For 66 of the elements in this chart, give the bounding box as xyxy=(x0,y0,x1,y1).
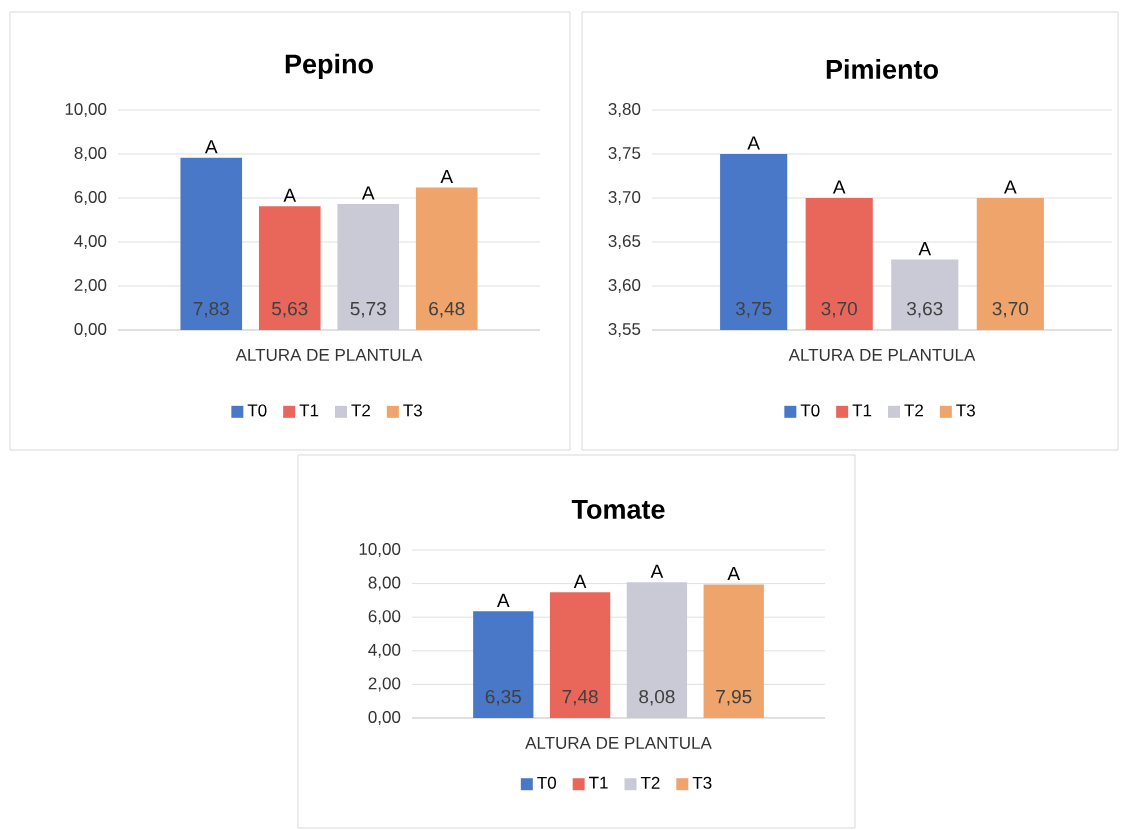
data-label: 3,75 xyxy=(735,301,772,318)
y-tick-label: 3,70 xyxy=(608,190,641,205)
chart-title: Pimiento xyxy=(826,59,938,79)
chart-title: Tomate xyxy=(571,500,665,519)
y-tick-label: 8,00 xyxy=(74,146,107,161)
y-tick-label: 3,75 xyxy=(608,146,641,162)
data-label: 3,70 xyxy=(821,301,857,318)
y-tick-label: 4,00 xyxy=(368,643,401,658)
chart-title: Pepino xyxy=(285,53,373,79)
data-label: 5,73 xyxy=(350,301,386,318)
annotation: A xyxy=(832,180,846,194)
y-tick-label: 10,00 xyxy=(359,542,401,557)
data-label: 8,08 xyxy=(639,689,675,706)
y-tick-label: 6,00 xyxy=(74,190,107,205)
x-tick-label: ALTURA DE PLANTULA xyxy=(235,349,423,361)
legend-label: T3 xyxy=(403,404,422,417)
data-label: 6,48 xyxy=(429,301,465,318)
y-tick-label: 2,00 xyxy=(74,278,107,293)
data-label: 7,48 xyxy=(562,689,598,706)
y-tick-label: 8,00 xyxy=(368,576,401,591)
legend-label: T1 xyxy=(852,404,872,417)
x-tick-label: ALTURA DE PLANTULA xyxy=(525,737,712,749)
bar xyxy=(258,206,321,330)
y-tick-label: 10,00 xyxy=(65,102,107,117)
annotation: A xyxy=(283,188,297,202)
annotation: A xyxy=(204,140,218,154)
y-tick-label: 6,00 xyxy=(368,610,401,625)
y-tick-label: 3,80 xyxy=(608,102,641,118)
legend-label: T0 xyxy=(800,404,820,417)
y-tick-label: 3,55 xyxy=(608,322,641,337)
legend-label: T2 xyxy=(351,404,370,417)
legend-label: T1 xyxy=(299,404,319,417)
annotation: A xyxy=(650,564,664,578)
data-label: 3,63 xyxy=(907,301,943,318)
data-label: 7,95 xyxy=(716,689,752,706)
bar xyxy=(473,611,534,718)
data-label: 5,63 xyxy=(272,301,308,318)
y-tick-label: 0,00 xyxy=(74,322,107,337)
bar xyxy=(703,584,764,718)
annotation: A xyxy=(496,593,510,607)
y-tick-label: 3,65 xyxy=(608,234,641,249)
annotation: A xyxy=(1004,180,1017,194)
legend-label: T3 xyxy=(692,776,712,789)
legend-label: T2 xyxy=(904,404,923,417)
legend-label: T0 xyxy=(537,776,556,789)
bar xyxy=(549,592,611,718)
data-label: 6,35 xyxy=(485,689,521,706)
data-label: 3,70 xyxy=(992,301,1029,318)
bar xyxy=(415,187,478,330)
legend-label: T0 xyxy=(247,404,267,417)
annotation: A xyxy=(918,242,932,256)
annotation: A xyxy=(727,566,741,581)
x-tick-label: ALTURA DE PLANTULA xyxy=(788,349,976,361)
annotation: A xyxy=(440,169,454,184)
annotation: A xyxy=(573,574,587,588)
annotation: A xyxy=(747,136,760,150)
bar xyxy=(180,157,243,330)
y-tick-label: 2,00 xyxy=(368,677,401,692)
y-tick-label: 3,60 xyxy=(608,278,641,293)
legend-label: T1 xyxy=(589,776,608,789)
y-tick-label: 4,00 xyxy=(74,234,107,249)
y-tick-label: 0,00 xyxy=(368,710,401,725)
legend-label: T2 xyxy=(640,776,660,789)
annotation: A xyxy=(361,186,375,200)
data-label: 7,83 xyxy=(193,301,229,318)
legend-label: T3 xyxy=(956,404,975,417)
